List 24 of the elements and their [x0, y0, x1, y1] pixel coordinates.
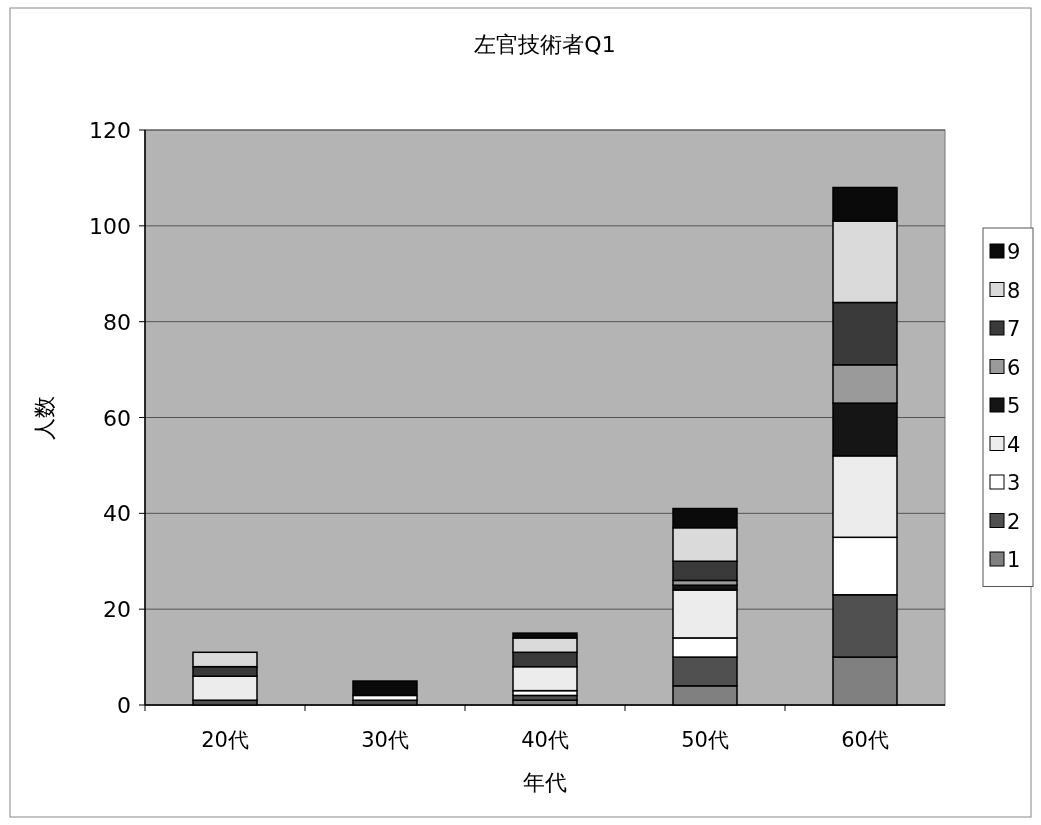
legend-label: 8: [1007, 278, 1021, 303]
x-axis-title: 年代: [523, 770, 567, 795]
y-axis-title: 人数: [32, 395, 57, 440]
legend-label: 9: [1007, 240, 1021, 264]
y-tick-label: 40: [103, 501, 131, 527]
y-tick-label: 0: [117, 693, 131, 718]
y-tick-label: 20: [103, 597, 131, 623]
legend-label: 1: [1007, 548, 1021, 572]
legend-label: 6: [1007, 355, 1021, 380]
x-tick-label: 40代: [521, 728, 569, 752]
legend-label: 3: [1007, 471, 1021, 495]
legend-label: 2: [1007, 509, 1021, 534]
x-tick-label: 30代: [361, 728, 409, 752]
x-tick-label: 50代: [681, 728, 729, 752]
y-tick-label: 120: [89, 118, 131, 143]
x-tick-label: 20代: [201, 728, 249, 752]
x-tick-label: 60代: [841, 728, 889, 752]
y-tick-label: 60: [103, 405, 131, 431]
chart-title: 左官技術者Q1: [474, 32, 616, 57]
legend-label: 7: [1007, 317, 1021, 341]
y-tick-label: 80: [103, 309, 131, 335]
legend-label: 4: [1007, 432, 1021, 457]
y-tick-label: 100: [89, 213, 131, 239]
legend-label: 5: [1007, 394, 1021, 418]
